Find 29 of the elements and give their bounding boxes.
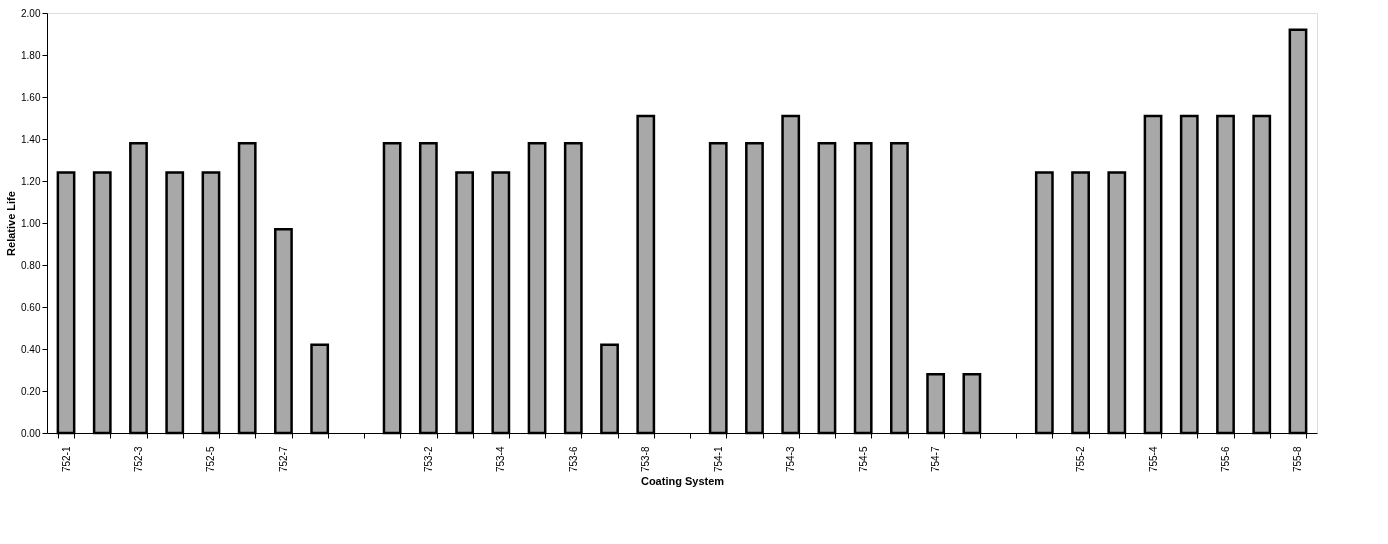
x-tick-label: 752-1: [60, 446, 72, 473]
x-tick-label: 752-3: [132, 446, 144, 473]
y-tick-label: 1.60: [21, 91, 41, 103]
x-tick-label: 753-8: [640, 446, 652, 473]
y-tick-label: 2.00: [21, 7, 41, 19]
x-tick-label: 755-6: [1220, 446, 1232, 473]
x-tick-label: 753-4: [495, 446, 507, 473]
x-tick-label: 752-7: [277, 446, 289, 473]
x-tick-label: 753-2: [422, 446, 434, 473]
x-tick-label: 754-3: [785, 446, 797, 473]
x-tick-label: 754-7: [930, 446, 942, 473]
x-tick-label: 752-5: [205, 446, 217, 473]
x-tick-label: 754-1: [712, 446, 724, 473]
y-tick-label: 0.00: [21, 427, 41, 439]
x-tick-label: 753-6: [567, 446, 579, 473]
y-tick-label: 0.60: [21, 301, 41, 313]
x-tick-label: 755-2: [1075, 446, 1087, 473]
y-tick-label: 0.80: [21, 259, 41, 271]
y-tick-label: 1.40: [21, 133, 41, 145]
y-tick-label: 1.00: [21, 217, 41, 229]
y-tick-label: 0.20: [21, 385, 41, 397]
y-axis-title: Relative Life: [5, 191, 18, 256]
x-axis-title: Coating System: [640, 475, 725, 488]
x-tick-label: 754-5: [857, 446, 869, 473]
x-tick-label: 755-8: [1292, 446, 1304, 473]
y-tick-label: 1.80: [21, 49, 41, 61]
y-tick-label: 1.20: [21, 175, 41, 187]
x-tick-label: 755-4: [1147, 446, 1159, 473]
y-tick-label: 0.40: [21, 343, 41, 355]
